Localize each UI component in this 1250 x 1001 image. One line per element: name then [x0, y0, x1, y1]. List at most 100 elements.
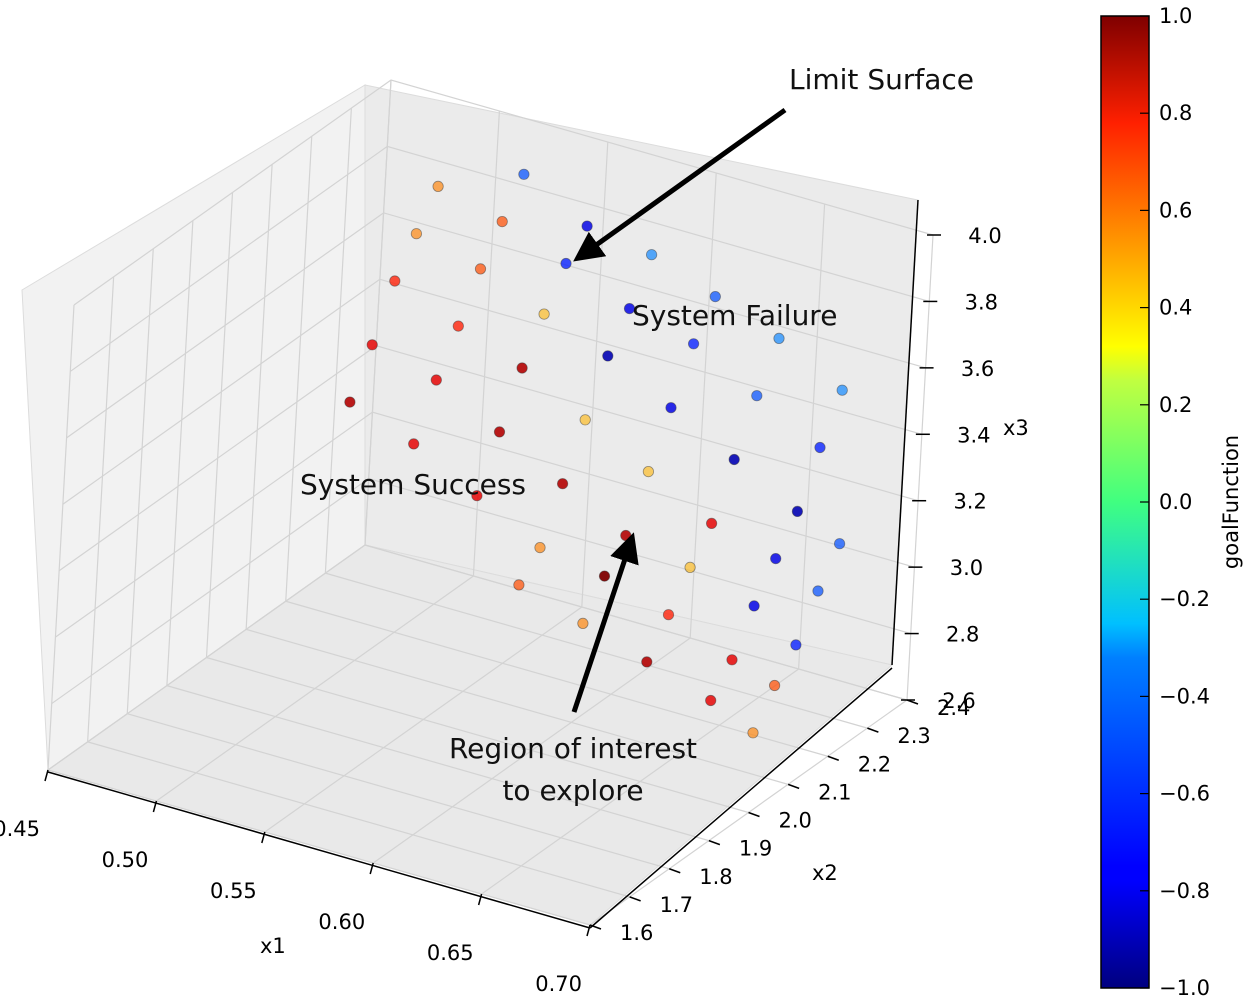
scatter-point [516, 362, 528, 374]
x1-ticks: 0.45 0.50 0.55 0.60 0.65 0.70 [0, 769, 591, 996]
scatter-point [493, 426, 506, 438]
scatter-point [812, 585, 824, 597]
grid-line-x3 [55, 411, 915, 638]
x3-tick-label: 3.0 [950, 556, 983, 580]
x2-tick-label: 1.6 [620, 921, 653, 945]
x2-tick-mark [748, 811, 760, 818]
scatter-point [581, 220, 593, 232]
scatter-point [662, 609, 675, 621]
grid-line-x3 [62, 278, 923, 505]
x2-tick-mark [629, 896, 641, 902]
scatter-point [709, 290, 721, 303]
region-arrow [571, 532, 639, 713]
scatter-point [773, 332, 785, 344]
colorbar-tick-label: −1.0 [1159, 976, 1210, 1000]
x3-axis-line [891, 199, 919, 666]
x1-tick-label: 0.65 [427, 941, 474, 965]
scatter-point [408, 438, 420, 450]
scatter-point [833, 538, 846, 550]
scatter-point [751, 390, 763, 402]
scatter-point [705, 694, 717, 707]
x3-tick-label: 3.4 [957, 423, 990, 447]
x2-axis-label: x2 [812, 861, 838, 885]
scatter-point [432, 180, 444, 192]
x2-tick-label: 2.2 [858, 752, 891, 776]
x2-tick-label: 2.3 [897, 724, 930, 748]
scatter-point [665, 402, 677, 414]
scatter-point [560, 257, 572, 270]
scatter-point [642, 465, 655, 478]
x1-tick-mark [369, 862, 374, 875]
scatter-point [748, 600, 760, 612]
colorbar-tick-label: 0.0 [1159, 490, 1192, 514]
x1-tick-label: 0.50 [102, 848, 149, 872]
x2-tick-label: 1.9 [739, 837, 772, 861]
scatter-point [534, 541, 546, 554]
scatter-point [430, 374, 442, 386]
scatter-point [728, 453, 740, 466]
x2-tick-mark [589, 924, 602, 930]
scatter-point [577, 617, 589, 630]
scatter-point [513, 579, 525, 591]
scatter-point [645, 249, 658, 261]
x2-tick-mark [708, 839, 721, 846]
x2-tick-label: 1.8 [699, 865, 732, 889]
colorbar-tick-label: 0.2 [1159, 393, 1192, 417]
grid-line-x3 [66, 212, 926, 439]
scatter-point [474, 263, 487, 275]
scatter-point [389, 275, 401, 287]
colorbar-tick-label: −0.6 [1159, 782, 1210, 806]
x2-tick-label: 1.7 [660, 893, 693, 917]
x3-tick-label: 3.6 [961, 357, 994, 381]
scatter-point [598, 570, 611, 582]
scatter-point [768, 679, 781, 692]
colorbar-tick-label: −0.4 [1159, 684, 1210, 708]
x2-axis-line [589, 667, 893, 929]
x1-tick-mark [586, 924, 591, 937]
x1-axis-line [47, 771, 591, 929]
scatter-point [747, 727, 759, 739]
annotation-region-line1: Region of interest [449, 732, 697, 765]
grid-line-x3 [51, 477, 911, 705]
annotation-limit-surface: Limit Surface [789, 63, 974, 96]
limit-surface-arrow [573, 107, 787, 262]
x1-tick-mark [152, 800, 158, 813]
x1-tick-mark [261, 831, 266, 844]
scatter-point [344, 396, 356, 408]
scatter-points [344, 168, 848, 739]
scatter-point [556, 478, 569, 490]
scatter-point [791, 505, 804, 517]
x2-tick-mark [668, 868, 681, 874]
x2-tick-label: 2.0 [779, 809, 812, 833]
grid-line-x3 [73, 79, 934, 306]
scatter-point [602, 350, 614, 362]
scatter-point [726, 654, 738, 666]
scatter-point [366, 339, 378, 351]
scatter-point [471, 490, 483, 502]
colorbar-tick-label: 0.6 [1159, 198, 1192, 222]
grid-line-x3 [47, 544, 908, 771]
scatter-point [518, 168, 530, 180]
colorbar-tick-label: 0.8 [1159, 101, 1192, 125]
x2-tick-label: 2.4 [937, 696, 970, 720]
scatter-point [770, 552, 782, 565]
colorbar-tick-label: −0.2 [1159, 587, 1210, 611]
annotation-region-line2: to explore [502, 774, 643, 807]
x1-tick-label: 0.60 [318, 910, 365, 934]
annotation-system-success: System Success [300, 468, 526, 501]
colorbar-tick-label: 0.4 [1159, 296, 1192, 320]
colorbar-tick-label: 1.0 [1159, 4, 1192, 28]
colorbar-ticks: 1.0 0.8 0.6 0.4 0.2 0.0 −0.2 −0.4 −0.6 −0.8 −1.0 [1140, 4, 1210, 1000]
scatter-point [452, 320, 464, 332]
scatter-point [410, 228, 422, 240]
x3-tick-label: 2.8 [946, 623, 979, 647]
x1-tick-label: 0.70 [535, 972, 582, 996]
x1-tick-label: 0.45 [0, 817, 40, 841]
x3-tick-label: 3.2 [953, 490, 986, 514]
x2-tick-mark [867, 727, 879, 733]
x1-axis-label: x1 [260, 934, 286, 958]
annotation-system-failure: System Failure [632, 299, 837, 332]
scatter-point [641, 656, 653, 668]
scatter-point [496, 216, 508, 228]
